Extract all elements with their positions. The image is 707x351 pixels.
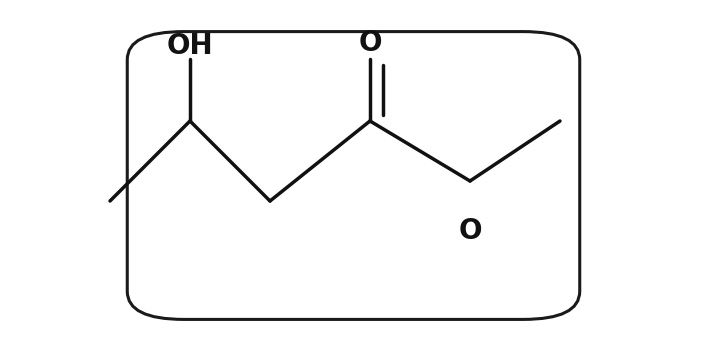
Text: OH: OH	[167, 32, 214, 60]
Text: O: O	[358, 29, 382, 57]
Text: O: O	[458, 217, 481, 245]
FancyBboxPatch shape	[127, 32, 580, 319]
